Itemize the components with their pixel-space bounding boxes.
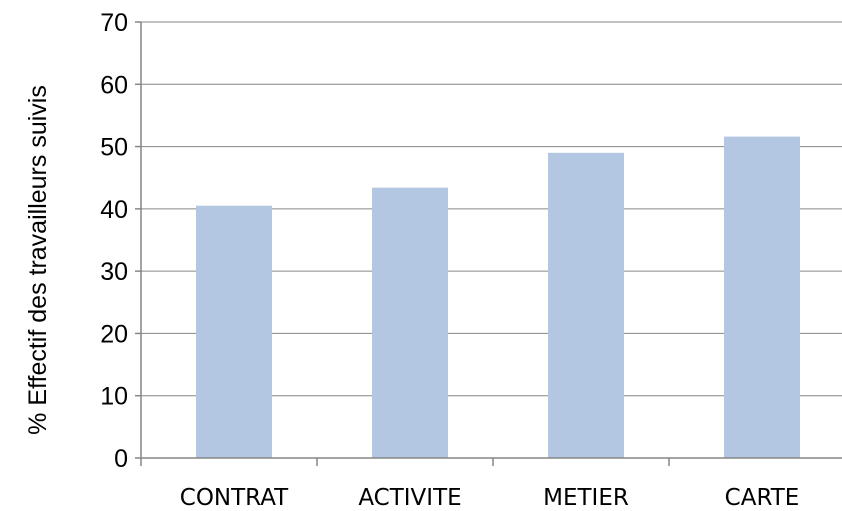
y-axis-title: % Effectif des travailleurs suivis (24, 85, 52, 435)
y-tick-label: 20 (100, 320, 128, 348)
axes (135, 21, 842, 466)
y-tick-label: 60 (100, 71, 128, 99)
x-tick-labels: CONTRAT ACTIVITE METIER CARTE (180, 485, 800, 511)
y-tick-label: 0 (114, 445, 128, 473)
bars (196, 136, 800, 459)
x-tick-label-carte: CARTE (725, 485, 800, 511)
x-tick-label-activite: ACTIVITE (358, 485, 461, 511)
bar-contrat (196, 205, 272, 458)
y-tick-labels: 0 10 20 30 40 50 60 70 (100, 9, 128, 473)
y-tick-label: 40 (100, 196, 128, 224)
y-tick-label: 30 (100, 258, 128, 286)
bar-activite (372, 187, 448, 458)
bar-metier (548, 152, 624, 459)
x-tick-label-metier: METIER (543, 485, 629, 511)
bar-carte (724, 136, 800, 458)
y-tick-label: 10 (100, 383, 128, 411)
x-tick-label-contrat: CONTRAT (180, 485, 289, 511)
y-tick-label: 50 (100, 134, 128, 162)
y-tick-label: 70 (100, 9, 128, 37)
